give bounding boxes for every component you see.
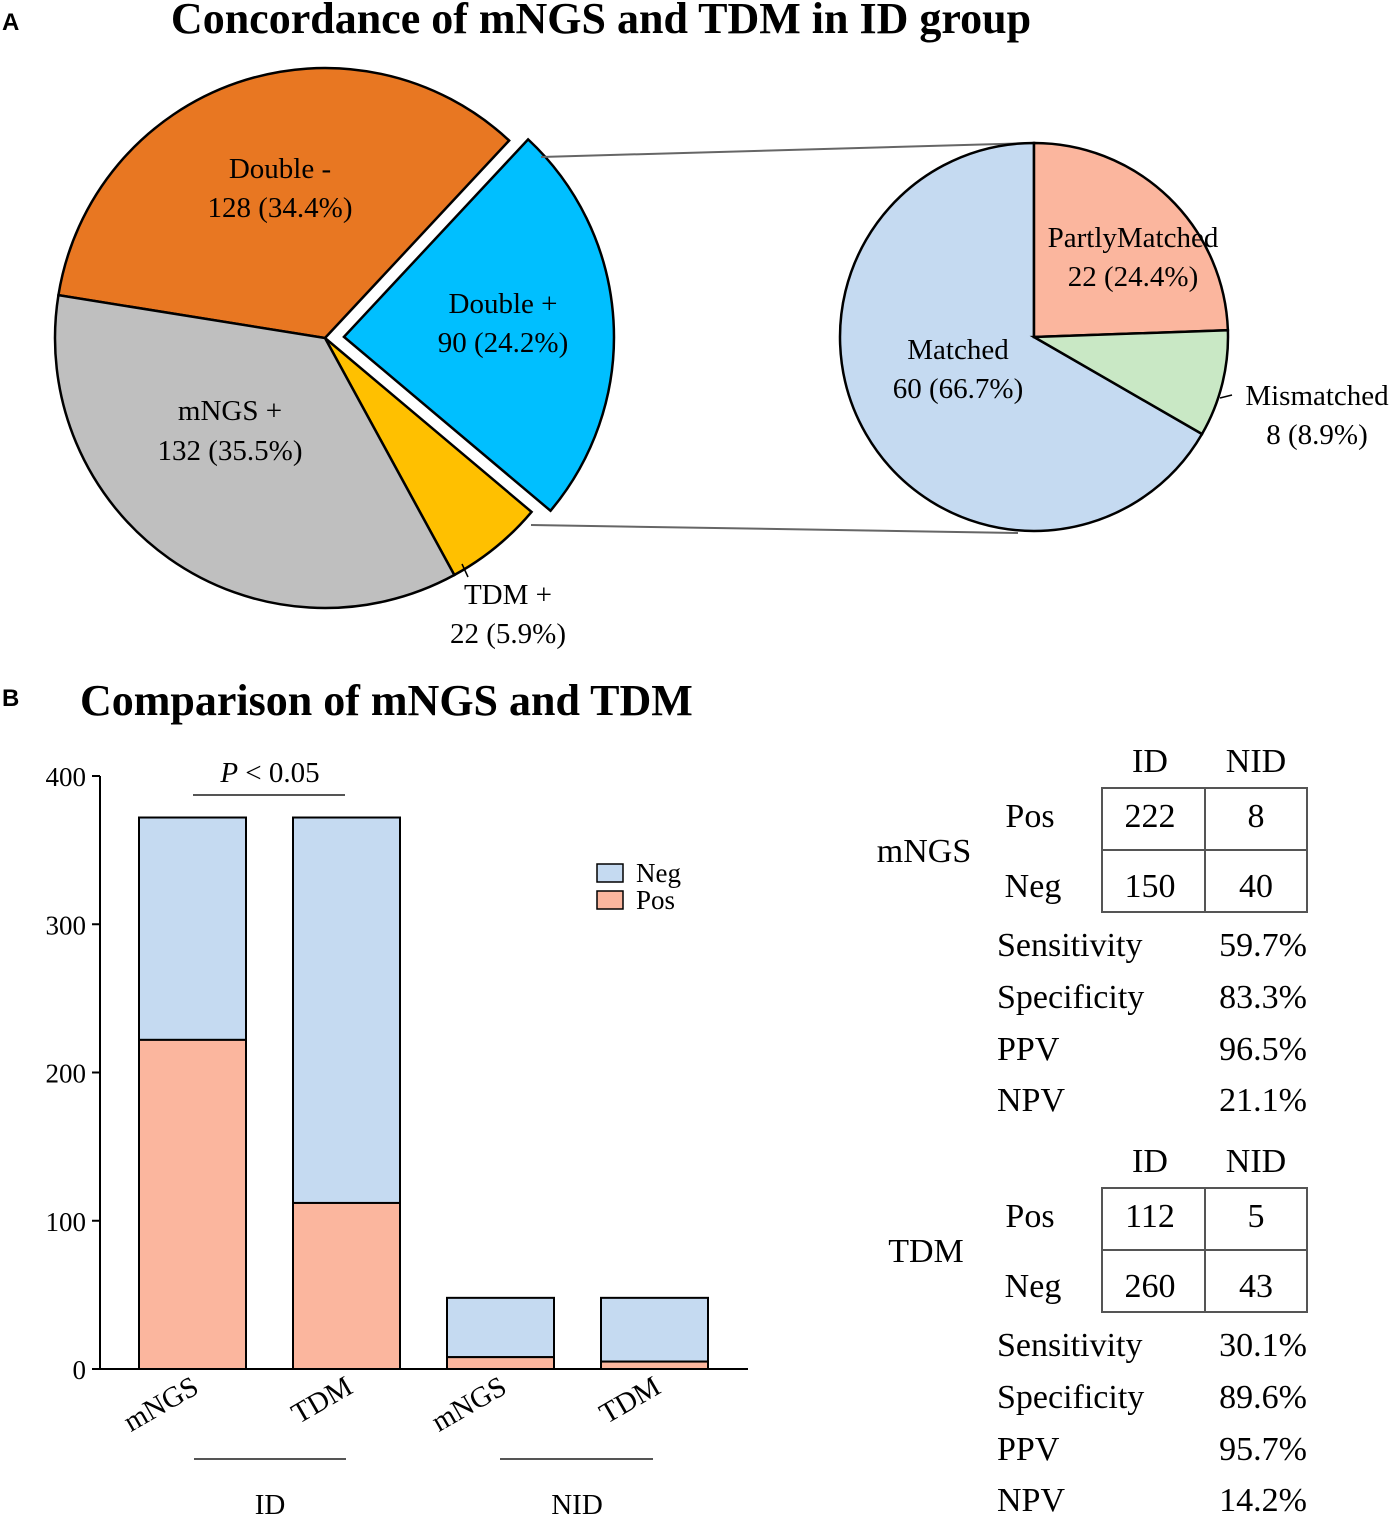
- tdm-row-pos: Pos: [1005, 1198, 1054, 1235]
- mngs-metric-sensitivity: Sensitivity: [997, 927, 1142, 964]
- pie-slice-double-pos: [342, 137, 616, 513]
- bar-id-mngs-neg: [138, 816, 247, 1041]
- tdm-col-id: ID: [1132, 1143, 1168, 1180]
- y-tick-label-0: 0: [73, 1355, 87, 1385]
- tdm-metric-npv: NPV: [997, 1482, 1065, 1516]
- label-mismatched-name: Mismatched: [1245, 380, 1389, 412]
- panel-b-letter: B: [2, 685, 19, 712]
- legend: Neg Pos: [596, 858, 681, 915]
- legend-label-neg: Neg: [636, 858, 681, 888]
- mngs-cell-pos-id: 222: [1125, 798, 1176, 835]
- pie-slice-partly-matched: [1032, 141, 1230, 339]
- pie-slice-matched: [838, 141, 1204, 533]
- group-label-id: ID: [255, 1489, 286, 1516]
- y-tick-label-400: 400: [46, 762, 87, 792]
- mngs-metric-npv-value: 21.1%: [1219, 1082, 1307, 1119]
- x-label-nid-tdm: TDM: [594, 1370, 666, 1430]
- bar-id-tdm-pos: [292, 1201, 401, 1370]
- panel-a-title: Concordance of mNGS and TDM in ID group: [171, 0, 1031, 43]
- label-double-pos-name: Double +: [449, 288, 558, 320]
- label-partly-name: PartlyMatched: [1048, 222, 1219, 254]
- mngs-metric-ppv-value: 96.5%: [1219, 1031, 1307, 1068]
- label-mismatched-value: 8 (8.9%): [1266, 419, 1367, 451]
- mngs-metric-npv: NPV: [997, 1082, 1065, 1119]
- mngs-col-nid: NID: [1226, 743, 1286, 780]
- x-label-nid-mngs: mNGS: [426, 1370, 512, 1438]
- mngs-cell-neg-nid: 40: [1239, 868, 1273, 905]
- label-tdm-pos-name: TDM +: [464, 579, 552, 611]
- significance-p: P: [219, 757, 238, 789]
- x-label-id-tdm: TDM: [286, 1370, 358, 1430]
- bar-nid-tdm-neg: [600, 1296, 709, 1363]
- mngs-row-pos: Pos: [1005, 798, 1054, 835]
- tdm-metric-sensitivity: Sensitivity: [997, 1327, 1142, 1364]
- connector-line-top: [540, 142, 1035, 158]
- y-tick-label-100: 100: [46, 1207, 87, 1237]
- y-ticks: 0 100 200 300 400: [46, 762, 100, 1385]
- connector-line-bottom: [530, 524, 1019, 534]
- legend-swatch-neg: [596, 863, 624, 883]
- bar-nid-mngs-pos: [446, 1356, 555, 1371]
- significance-text: < 0.05: [238, 757, 320, 789]
- stacked-bars: [138, 816, 709, 1371]
- label-double-neg-value: 128 (34.4%): [208, 192, 353, 224]
- main-pie: [53, 66, 616, 610]
- tdm-metric-ppv-value: 95.7%: [1219, 1431, 1307, 1468]
- label-mngs-pos-name: mNGS +: [178, 395, 282, 427]
- tdm-metric-npv-value: 14.2%: [1219, 1482, 1307, 1516]
- label-partly-value: 22 (24.4%): [1068, 261, 1198, 293]
- tdm-metric-ppv: PPV: [997, 1431, 1060, 1468]
- pie-slice-double-neg: [56, 66, 511, 340]
- tdm-cell-neg-id: 260: [1125, 1268, 1176, 1305]
- significance-label: P < 0.05: [219, 757, 319, 789]
- group-label-nid: NID: [551, 1489, 603, 1516]
- x-labels: mNGS TDM mNGS TDM: [118, 1370, 666, 1438]
- mngs-metric-specificity: Specificity: [997, 979, 1144, 1016]
- tdm-pos-leader-line: [461, 563, 469, 578]
- mngs-cell-neg-id: 150: [1125, 868, 1176, 905]
- bar-id-tdm-neg: [292, 816, 401, 1204]
- bar-nid-tdm-pos: [600, 1360, 709, 1371]
- mngs-metric-sensitivity-value: 59.7%: [1219, 927, 1307, 964]
- tdm-cell-neg-nid: 43: [1239, 1268, 1273, 1305]
- panel-b-title: Comparison of mNGS and TDM: [80, 676, 693, 725]
- pie-slice-mngs-pos: [53, 293, 456, 610]
- tdm-cell-pos-id: 112: [1125, 1198, 1175, 1235]
- bar-nid-mngs-neg: [446, 1296, 555, 1359]
- mngs-metric-specificity-value: 83.3%: [1219, 979, 1307, 1016]
- pie-slice-mismatched: [1029, 328, 1230, 436]
- label-tdm-pos-value: 22 (5.9%): [450, 618, 566, 650]
- tdm-cell-pos-nid: 5: [1248, 1198, 1265, 1235]
- mngs-row-neg: Neg: [1005, 868, 1062, 905]
- bar-id-mngs-pos: [138, 1038, 247, 1370]
- label-mngs-pos-value: 132 (35.5%): [158, 435, 303, 467]
- sub-pie: [838, 141, 1230, 533]
- label-matched-value: 60 (66.7%): [893, 373, 1023, 405]
- mismatched-leader-line: [1219, 394, 1233, 399]
- x-label-id-mngs: mNGS: [118, 1370, 204, 1438]
- tdm-table-title: TDM: [888, 1233, 964, 1270]
- tdm-metric-specificity: Specificity: [997, 1379, 1144, 1416]
- tdm-metric-specificity-value: 89.6%: [1219, 1379, 1307, 1416]
- legend-swatch-pos: [596, 890, 624, 910]
- panel-a-letter: A: [2, 9, 19, 36]
- tdm-col-nid: NID: [1226, 1143, 1286, 1180]
- mngs-metric-ppv: PPV: [997, 1031, 1060, 1068]
- y-tick-label-300: 300: [46, 910, 87, 940]
- tdm-metric-sensitivity-value: 30.1%: [1219, 1327, 1307, 1364]
- label-matched-name: Matched: [907, 334, 1009, 366]
- label-double-pos-value: 90 (24.2%): [438, 327, 568, 359]
- y-tick-label-200: 200: [46, 1059, 87, 1089]
- mngs-table-title: mNGS: [877, 833, 971, 870]
- legend-label-pos: Pos: [636, 885, 675, 915]
- mngs-cell-pos-nid: 8: [1248, 798, 1265, 835]
- label-double-neg-name: Double -: [229, 153, 331, 185]
- mngs-col-id: ID: [1132, 743, 1168, 780]
- tdm-row-neg: Neg: [1005, 1268, 1062, 1305]
